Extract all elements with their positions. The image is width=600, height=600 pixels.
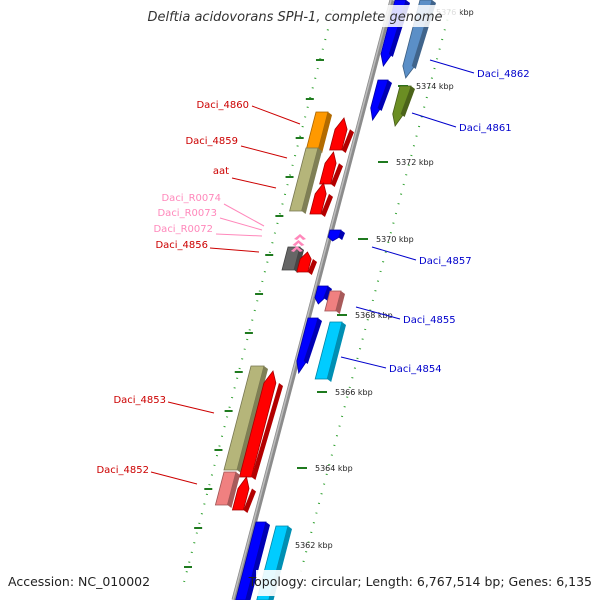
reverse-gene-label[interactable]: Daci_4862 xyxy=(477,69,530,80)
forward-label-leader xyxy=(219,217,263,231)
gene-daci-4852b[interactable] xyxy=(231,476,256,513)
gene-daci-4860b-bevel xyxy=(341,129,354,153)
trna-mark[interactable] xyxy=(292,240,305,246)
reverse-track-guide xyxy=(295,9,451,591)
gene-daci-4860-bevel xyxy=(318,112,332,153)
footer-backing-left xyxy=(0,570,160,596)
forward-gene-label[interactable]: Daci_4859 xyxy=(185,136,238,147)
gene-daci-4856-grey-bevel xyxy=(294,247,304,273)
tick-label: 5372 kbp xyxy=(396,158,434,167)
footer-backing-right xyxy=(256,570,600,596)
reverse-gene-label[interactable]: Daci_4855 xyxy=(403,315,456,326)
forward-gene-label[interactable]: aat xyxy=(213,166,229,177)
gene-daci-4861[interactable] xyxy=(392,85,415,127)
topology-text: Topology: circular; Length: 6,767,514 bp… xyxy=(248,574,592,589)
genome-backbone-highlight xyxy=(232,0,392,600)
reverse-label-leader xyxy=(355,306,401,320)
forward-gene-label[interactable]: Daci_R0073 xyxy=(157,208,217,219)
forward-label-leader xyxy=(231,177,277,189)
gene-aat[interactable] xyxy=(319,151,343,187)
reverse-gene-label[interactable]: Daci_4854 xyxy=(389,364,442,375)
gene-daci-4859b[interactable] xyxy=(309,182,333,217)
forward-gene-label[interactable]: Daci_R0074 xyxy=(161,193,221,204)
accession-text: Accession: NC_010002 xyxy=(8,574,150,589)
forward-gene-label[interactable]: Daci_4856 xyxy=(155,240,208,251)
gene-daci-4860b[interactable] xyxy=(329,117,354,153)
gene-daci-4854[interactable] xyxy=(314,321,346,382)
gene-daci-4854b[interactable] xyxy=(296,317,322,375)
reverse-label-leader xyxy=(411,112,457,128)
gene-daci-4859-bevel xyxy=(301,148,322,214)
title-backing xyxy=(140,5,460,27)
gene-daci-4861b[interactable] xyxy=(370,79,392,122)
forward-gene-label[interactable]: Daci_4853 xyxy=(113,395,166,406)
gene-aat-bevel xyxy=(330,163,343,187)
tick-label: 5362 kbp xyxy=(295,541,333,550)
gene-daci-4855[interactable] xyxy=(324,290,345,314)
gene-daci-4857[interactable] xyxy=(327,229,345,242)
gene-daci-4857-bevel xyxy=(338,230,345,241)
gene-daci-4853b[interactable] xyxy=(238,370,283,480)
gene-daci-4861-bevel xyxy=(400,86,415,117)
forward-label-leader xyxy=(240,145,288,159)
reverse-gene-label[interactable]: Daci_4857 xyxy=(419,256,472,267)
tick-label: 5374 kbp xyxy=(416,82,454,91)
gene-daci-4853b-bevel xyxy=(251,383,283,480)
forward-label-leader xyxy=(215,233,263,237)
forward-gene-label[interactable]: Daci_R0072 xyxy=(153,224,213,235)
gene-daci-4859b-bevel xyxy=(320,193,333,217)
gene-daci-4852b-bevel xyxy=(243,488,256,513)
gene-daci-4859[interactable] xyxy=(289,147,322,214)
tick-label: 5366 kbp xyxy=(335,388,373,397)
gene-daci-4860[interactable] xyxy=(305,111,332,153)
forward-label-leader xyxy=(209,247,260,253)
reverse-label-leader xyxy=(429,59,475,74)
gene-daci-4856[interactable] xyxy=(296,251,317,275)
trna-mark[interactable] xyxy=(290,246,303,252)
gene-daci-4861b-bevel xyxy=(377,80,392,111)
forward-label-leader xyxy=(251,105,301,125)
tick-label: 5368 kbp xyxy=(355,311,393,320)
genome-backbone xyxy=(231,0,395,600)
gene-daci-4856r[interactable] xyxy=(314,285,332,305)
gene-daci-4856-grey[interactable] xyxy=(281,246,304,273)
gene-daci-4854b-bevel xyxy=(303,318,322,364)
forward-gene-label[interactable]: Daci_4860 xyxy=(196,100,249,111)
gene-daci-4853[interactable] xyxy=(223,365,268,473)
gene-daci-4851b[interactable] xyxy=(235,521,270,600)
forward-label-leader xyxy=(223,203,265,227)
reverse-gene-label[interactable]: Daci_4861 xyxy=(459,123,512,134)
genes-layer xyxy=(214,0,436,600)
trna-mark[interactable] xyxy=(294,234,306,240)
reverse-label-leader xyxy=(371,246,417,261)
tick-label: 5364 kbp xyxy=(315,464,353,473)
forward-gene-label[interactable]: Daci_4852 xyxy=(96,465,149,476)
gene-daci-4855-bevel xyxy=(335,291,345,314)
map-title: Delftia acidovorans SPH-1, complete geno… xyxy=(147,10,442,25)
gene-daci-4856r-bevel xyxy=(323,286,332,301)
forward-label-leader xyxy=(167,401,215,414)
forward-label-leader xyxy=(150,471,198,485)
gene-daci-4856-bevel xyxy=(307,259,317,275)
gene-daci-4852[interactable] xyxy=(214,471,240,508)
gene-daci-4851b-bevel xyxy=(245,522,270,600)
gene-daci-4852-bevel xyxy=(227,472,240,508)
reverse-label-leader xyxy=(340,356,387,369)
tick-label: 5370 kbp xyxy=(376,235,414,244)
gene-daci-4853-bevel xyxy=(236,366,268,473)
gene-daci-4854-bevel xyxy=(327,322,346,382)
